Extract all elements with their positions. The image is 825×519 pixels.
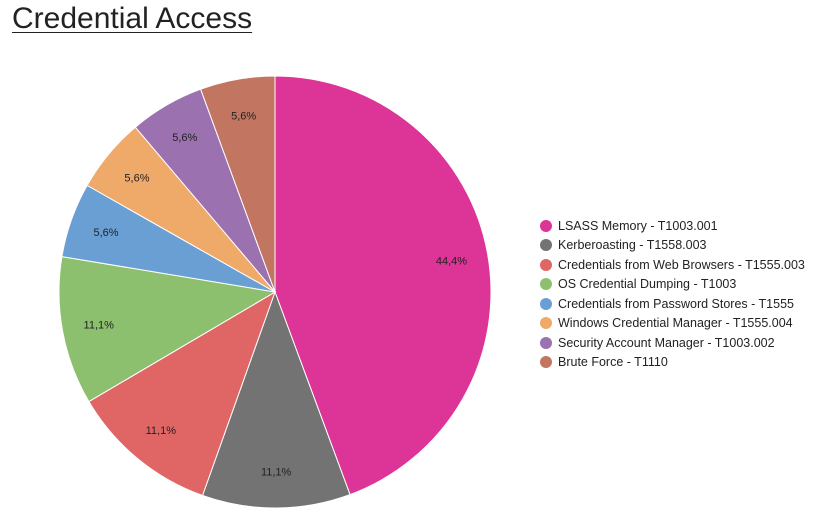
pie-slice-label: 5,6% [172,132,197,144]
chart-legend: LSASS Memory - T1003.001 Kerberoasting - … [540,216,805,372]
pie-slice-label: 11,1% [84,320,115,332]
legend-label: OS Credential Dumping - T1003 [558,277,737,292]
legend-item: OS Credential Dumping - T1003 [540,275,805,295]
pie-slice [88,290,276,497]
legend-swatch-icon [540,356,552,369]
legend-label: Brute Force - T1110 [558,355,668,370]
pie-slice-label: 11,1% [261,466,292,478]
legend-item: Kerberoasting - T1558.003 [540,236,805,256]
pie-slice-label: 44,4% [436,255,467,267]
pie-slice-label: 5,6% [124,173,149,185]
legend-swatch-icon [540,239,552,252]
legend-label: Windows Credential Manager - T1555.004 [558,316,793,331]
legend-swatch-icon [540,317,552,330]
pie-slice [58,255,277,403]
legend-label: Kerberoasting - T1558.003 [558,238,707,253]
legend-label: Security Account Manager - T1003.002 [558,335,775,350]
legend-label: Credentials from Password Stores - T1555 [558,296,794,311]
pie-slices [58,75,492,509]
page-title: Credential Access [12,2,253,35]
legend-item: Credentials from Password Stores - T1555 [540,294,805,314]
legend-swatch-icon [540,278,552,291]
legend-label: LSASS Memory - T1003.001 [558,218,718,233]
legend-swatch-icon [540,219,552,232]
pie-slice-labels: 44,4% 11,1% 11,1% 11,1% 5,6% 5,6% 5,6% 5,6% [84,110,468,478]
pie-slice-label: 5,6% [93,227,118,239]
legend-item: Credentials from Web Browsers - T1555.00… [540,255,805,275]
pie-slice-label: 11,1% [146,425,177,437]
legend-swatch-icon [540,336,552,349]
legend-label: Credentials from Web Browsers - T1555.00… [558,257,805,272]
pie-slice [201,290,351,509]
legend-item: Windows Credential Manager - T1555.004 [540,314,805,334]
pie-chart: 44,4% 11,1% 11,1% 11,1% 5,6% 5,6% 5,6% 5,6% [58,75,492,509]
legend-swatch-icon [540,297,552,310]
pie-slice [274,75,492,496]
legend-item: Security Account Manager - T1003.002 [540,333,805,353]
pie-slice-label: 5,6% [231,110,256,122]
legend-swatch-icon [540,258,552,271]
pie-slice [199,75,276,293]
legend-item: Brute Force - T1110 [540,353,805,373]
legend-item: LSASS Memory - T1003.001 [540,216,805,236]
